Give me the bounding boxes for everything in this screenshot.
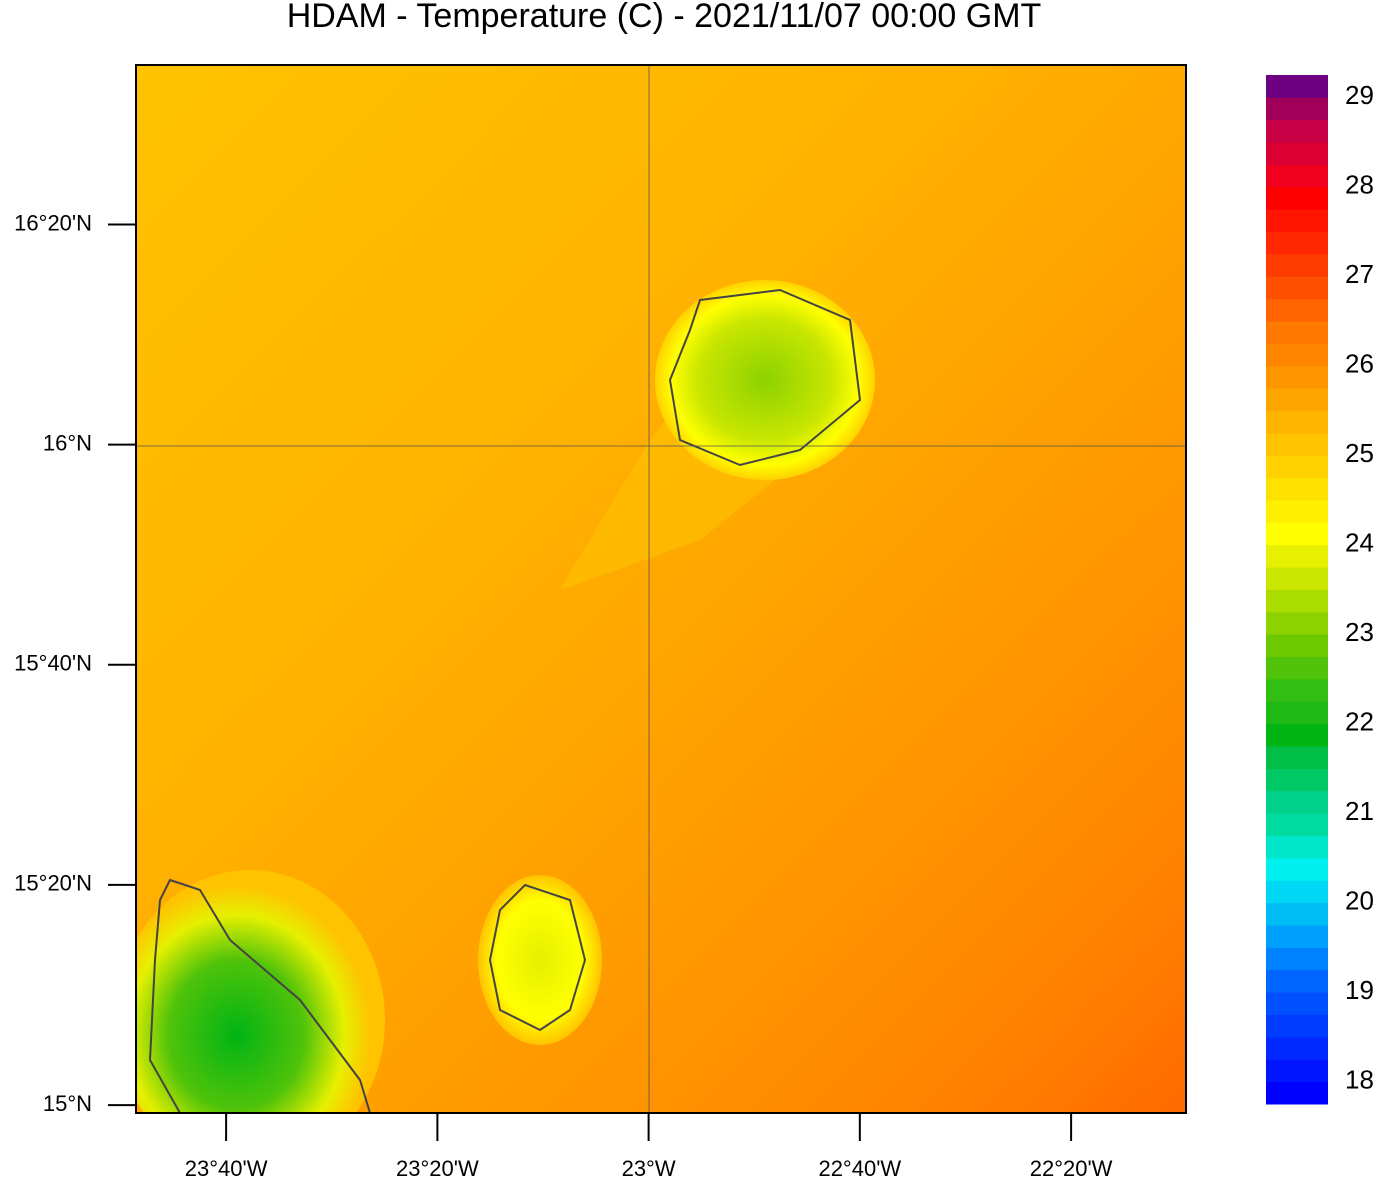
y-tick-label: 16°20'N: [14, 210, 92, 235]
y-tick-label: 15°40'N: [14, 651, 92, 676]
colorbar-bin: [1266, 678, 1328, 702]
colorbar-bin: [1266, 321, 1328, 344]
colorbar-bin: [1266, 298, 1328, 322]
colorbar-bin: [1266, 253, 1328, 277]
colorbar-bin: [1266, 500, 1328, 523]
colorbar-label: 19: [1345, 975, 1374, 1005]
colorbar-bin: [1266, 164, 1328, 188]
colorbar-bin: [1266, 231, 1328, 255]
colorbar-bin: [1266, 343, 1328, 367]
colorbar-bin: [1266, 276, 1328, 300]
island-maio: [478, 875, 602, 1045]
colorbar-bin: [1266, 142, 1328, 165]
colorbar-bin: [1266, 835, 1328, 859]
colorbar-bin: [1266, 768, 1328, 792]
x-tick-label: 23°W: [622, 1156, 676, 1180]
colorbar-bin: [1266, 947, 1328, 971]
colorbar-bin: [1266, 186, 1328, 210]
colorbar-bin: [1266, 97, 1328, 121]
plot-frame: [135, 64, 1187, 1114]
colorbar-label: 26: [1345, 349, 1374, 379]
y-tick-label: 15°20'N: [14, 871, 92, 896]
colorbar-label: 18: [1345, 1065, 1374, 1095]
colorbar-label: 25: [1345, 438, 1374, 468]
colorbar-bin: [1266, 477, 1328, 501]
coastline: [668, 288, 862, 467]
colorbar-bin: [1266, 75, 1328, 98]
x-tick-label: 22°40'W: [818, 1156, 901, 1180]
colorbar-bin: [1266, 925, 1328, 948]
colorbar-label: 22: [1345, 707, 1374, 737]
coastline: [148, 878, 372, 1113]
colorbar-bin: [1266, 544, 1328, 568]
colorbar-bin: [1266, 1014, 1328, 1038]
colorbar-bin: [1266, 611, 1328, 635]
island-santiago: [136, 870, 385, 1113]
colorbar-bin: [1266, 455, 1328, 479]
colorbar-bin: [1266, 634, 1328, 658]
colorbar-bin: [1266, 701, 1328, 725]
island-sal: [655, 280, 875, 480]
colorbar-bin: [1266, 857, 1328, 881]
colorbar-bin: [1266, 656, 1328, 680]
colorbar-bin: [1266, 790, 1328, 814]
colorbar-bin: [1266, 567, 1328, 590]
colorbar-bin: [1266, 969, 1328, 993]
colorbar-label: 27: [1345, 259, 1374, 289]
x-tick-label: 22°20'W: [1030, 1156, 1113, 1180]
colorbar-bin: [1266, 992, 1328, 1016]
colorbar-bin: [1266, 1081, 1328, 1105]
x-tick-label: 23°40'W: [185, 1156, 268, 1180]
colorbar-bin: [1266, 432, 1328, 456]
colorbar-bin: [1266, 902, 1328, 926]
y-tick-label: 15°N: [43, 1091, 92, 1116]
colorbar-label: 20: [1345, 886, 1374, 916]
colorbar-bin: [1266, 1059, 1328, 1083]
colorbar-label: 21: [1345, 796, 1374, 826]
colorbar-label: 23: [1345, 617, 1374, 647]
colorbar-bin: [1266, 880, 1328, 904]
colorbar-bin: [1266, 119, 1328, 143]
y-tick-label: 16°N: [43, 430, 92, 455]
colorbar-bin: [1266, 410, 1328, 434]
colorbar-label: 29: [1345, 80, 1374, 110]
coastline: [488, 883, 587, 1032]
colorbar-bin: [1266, 209, 1328, 233]
colorbar-bin: [1266, 813, 1328, 837]
colorbar-bin: [1266, 388, 1328, 412]
x-tick-label: 23°20'W: [396, 1156, 479, 1180]
colorbar-label: 24: [1345, 528, 1374, 558]
colorbar-bin: [1266, 589, 1328, 613]
chart-title: HDAM - Temperature (C) - 2021/11/07 00:0…: [287, 0, 1042, 35]
colorbar-label: 28: [1345, 170, 1374, 200]
colorbar-bin: [1266, 723, 1328, 747]
colorbar-bin: [1266, 522, 1328, 546]
colorbar-bin: [1266, 746, 1328, 769]
colorbar-bin: [1266, 1036, 1328, 1060]
colorbar-bin: [1266, 365, 1328, 389]
map-field: [136, 65, 1186, 1113]
